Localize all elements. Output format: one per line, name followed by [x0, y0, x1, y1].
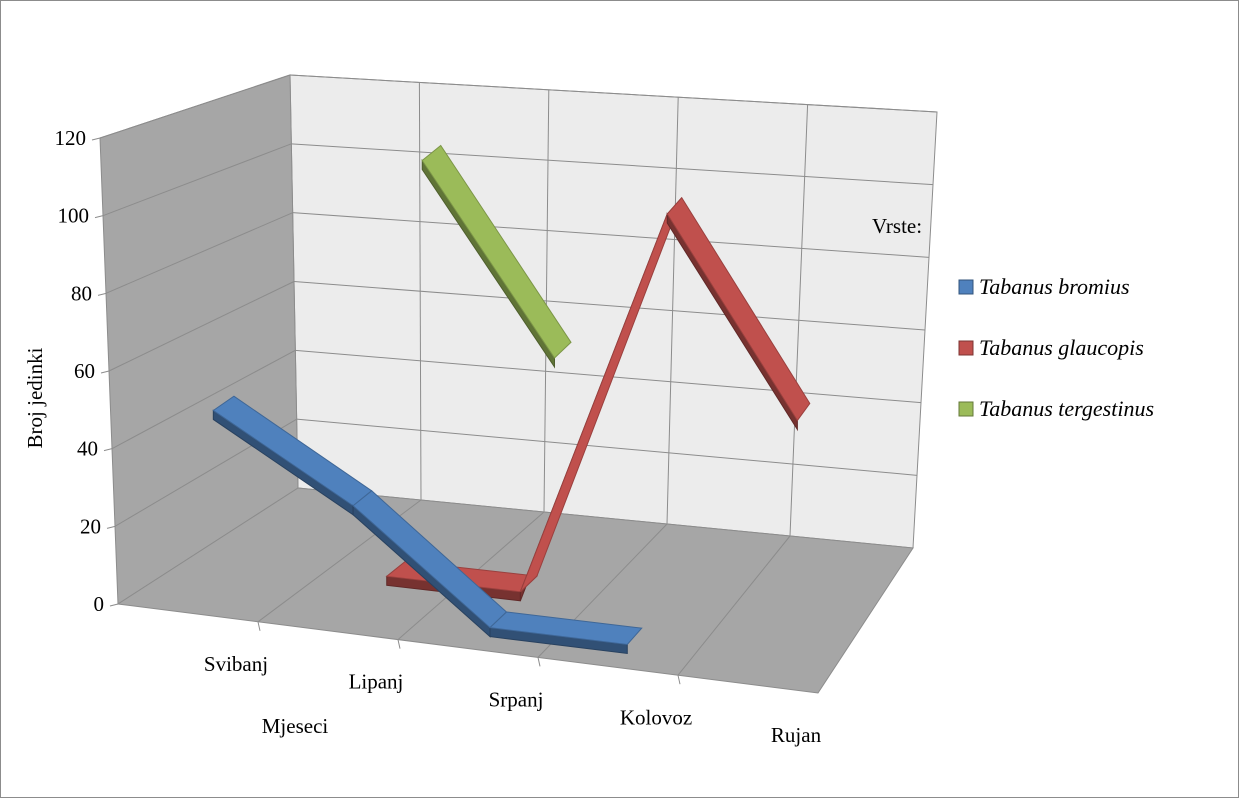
gridlines — [99, 74, 938, 685]
x-tick-mark — [257, 621, 261, 631]
legend-swatch — [958, 401, 974, 417]
back-gridline — [291, 143, 934, 186]
x-tick-mark — [537, 657, 541, 667]
y-tick-mark — [97, 292, 107, 296]
y-tick-label: 120 — [55, 126, 87, 150]
legend: Vrste: Tabanus bromius Tabanus glaucopis T… — [872, 214, 1154, 421]
y-tick-label: 100 — [58, 204, 90, 228]
side-gridline — [111, 349, 296, 450]
back-gridline — [293, 281, 926, 331]
side-gridline — [105, 212, 293, 294]
legend-label: Tabanus glaucopis — [979, 335, 1144, 360]
y-axis-title: Broj jedinki — [23, 347, 47, 448]
series-tabanus-bromius — [212, 395, 643, 655]
ribbon-segment — [666, 196, 811, 422]
floor-gridline — [677, 535, 791, 676]
legend-swatch — [958, 279, 974, 295]
category-label: Kolovoz — [620, 705, 692, 729]
y-tick-label: 80 — [71, 281, 92, 305]
y-tick-mark — [91, 137, 101, 141]
legend-label: Tabanus bromius — [979, 274, 1130, 299]
x-axis-title: Mjeseci — [262, 714, 329, 738]
y-tick-mark — [100, 370, 110, 374]
back-wall — [289, 74, 938, 549]
category-label: Rujan — [771, 723, 822, 747]
y-tick-mark — [109, 603, 119, 607]
ribbon-segment — [488, 611, 643, 646]
side-gridline — [99, 74, 291, 139]
y-axis-ticks: 0 20 40 60 80 100 120 — [55, 126, 119, 616]
y-tick-label: 40 — [77, 437, 98, 461]
series-group — [212, 144, 811, 655]
category-labels: Svibanj Lipanj Srpanj Kolovoz Rujan — [204, 652, 822, 747]
back-gridline — [296, 418, 918, 476]
x-tick-mark — [397, 639, 401, 649]
back-gridline — [292, 212, 930, 258]
back-vertical-gridline — [666, 97, 679, 525]
category-label: Srpanj — [489, 688, 544, 712]
y-tick-mark — [106, 525, 116, 529]
back-gridline — [289, 74, 938, 113]
ribbon-segment — [421, 144, 572, 359]
y-tick-label: 0 — [94, 592, 105, 616]
x-tick-mark — [677, 675, 681, 685]
y-tick-mark — [94, 215, 104, 219]
legend-swatch — [958, 340, 974, 356]
legend-label: Tabanus tergestinus — [979, 396, 1154, 421]
side-gridline — [108, 281, 295, 372]
y-tick-label: 20 — [80, 514, 101, 538]
category-label: Lipanj — [349, 670, 404, 694]
legend-title: Vrste: — [872, 214, 922, 238]
category-label: Svibanj — [204, 652, 268, 676]
series-tabanus-tergestinus — [421, 144, 572, 369]
y-tick-label: 60 — [74, 359, 95, 383]
side-gridline — [102, 143, 292, 217]
back-vertical-gridline — [789, 104, 809, 537]
back-vertical-gridline — [418, 82, 422, 501]
back-vertical-gridline — [543, 89, 550, 513]
y-tick-mark — [103, 448, 113, 452]
